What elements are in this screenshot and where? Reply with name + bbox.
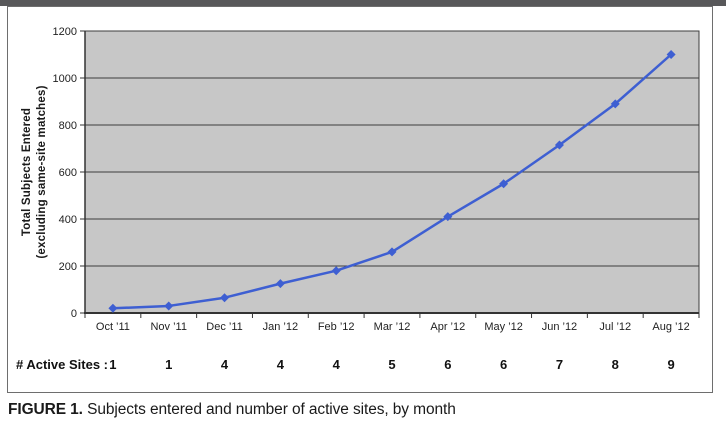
data-point-marker — [499, 179, 509, 189]
figure-caption: FIGURE 1. Subjects entered and number of… — [8, 401, 720, 419]
y-axis-tick-label: 600 — [59, 167, 77, 179]
y-axis-tick-label: 200 — [59, 261, 77, 273]
x-axis-tick-label: Jul ’12 — [599, 321, 631, 333]
data-point-marker — [220, 293, 230, 303]
x-axis-tick-label: Oct ’11 — [96, 321, 130, 333]
x-axis-tick-label: Feb ’12 — [318, 321, 355, 333]
data-point-marker — [443, 212, 453, 222]
active-sites-value: 6 — [444, 357, 451, 372]
y-axis-tick-label: 1200 — [53, 26, 77, 38]
x-axis-tick-label: May ’12 — [484, 321, 523, 333]
data-point-marker — [610, 99, 620, 109]
figure-caption-label: FIGURE 1. — [8, 401, 83, 418]
data-point-marker — [108, 303, 118, 313]
active-sites-value: 6 — [500, 357, 507, 372]
x-axis-tick-label: Jun ’12 — [542, 321, 577, 333]
data-point-marker — [331, 266, 341, 276]
y-axis-tick-label: 400 — [59, 214, 77, 226]
data-point-marker — [387, 247, 397, 257]
data-point-marker — [554, 140, 564, 150]
active-sites-value: 1 — [165, 357, 172, 372]
active-sites-value: 9 — [667, 357, 674, 372]
figure-caption-text: Subjects entered and number of active si… — [87, 401, 456, 418]
data-point-marker — [275, 279, 285, 289]
data-point-marker — [164, 301, 174, 311]
active-sites-value: 7 — [556, 357, 563, 372]
x-axis-tick-label: Jan ’12 — [263, 321, 298, 333]
y-axis-tick-label: 800 — [59, 120, 77, 132]
y-axis-title: Total Subjects Entered (excluding same-s… — [20, 85, 50, 258]
y-axis-tick-label: 0 — [71, 308, 77, 320]
x-axis-tick-label: Aug ’12 — [652, 321, 689, 333]
x-axis-tick-label: Mar ’12 — [374, 321, 411, 333]
subjects-entered-line-chart: 0 200 400 600 800 1000 1200 Oct ’11 Nov ’11 Dec ’… — [16, 26, 700, 372]
x-axis-tick-label: Nov ’11 — [150, 321, 186, 333]
x-axis-tick-label: Dec ’11 — [206, 321, 242, 333]
active-sites-value: 4 — [333, 357, 341, 372]
active-sites-value: 8 — [612, 357, 619, 372]
active-sites-value: 4 — [221, 357, 229, 372]
top-divider-bar — [0, 0, 726, 6]
active-sites-row-label: # Active Sites : — [16, 357, 108, 372]
data-point-marker — [666, 50, 676, 59]
y-axis-title-line2: (excluding same-site matches) — [36, 85, 48, 259]
y-axis-title-line1: Total Subjects Entered — [21, 107, 34, 237]
figure-1-panel: 0 200 400 600 800 1000 1200 Oct ’11 Nov ’11 Dec ’… — [7, 6, 713, 393]
active-sites-value: 4 — [277, 357, 285, 372]
active-sites-value: 1 — [109, 357, 116, 372]
y-axis-tick-label: 1000 — [53, 73, 77, 85]
x-axis-tick-label: Apr ’12 — [430, 321, 465, 333]
active-sites-value: 5 — [388, 357, 395, 372]
